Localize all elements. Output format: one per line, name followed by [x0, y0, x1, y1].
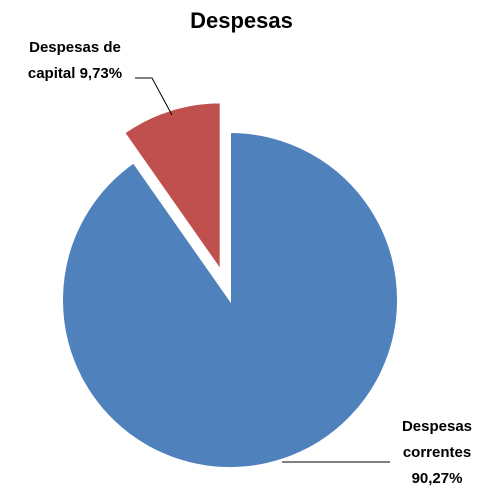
slice-label: Despesas de capital 9,73%: [10, 35, 140, 87]
leader-line: [135, 77, 173, 116]
pie-slice: [61, 130, 399, 469]
pie-slice: [122, 101, 222, 274]
chart-title: Despesas: [190, 8, 293, 33]
slice-label: Despesas correntes 90,27%: [392, 414, 482, 492]
slice-name: Despesas de capital: [27, 39, 121, 82]
slice-value: 9,73%: [79, 65, 123, 82]
slice-value: 90,27%: [411, 470, 463, 487]
slice-name: Despesas correntes: [401, 418, 473, 461]
